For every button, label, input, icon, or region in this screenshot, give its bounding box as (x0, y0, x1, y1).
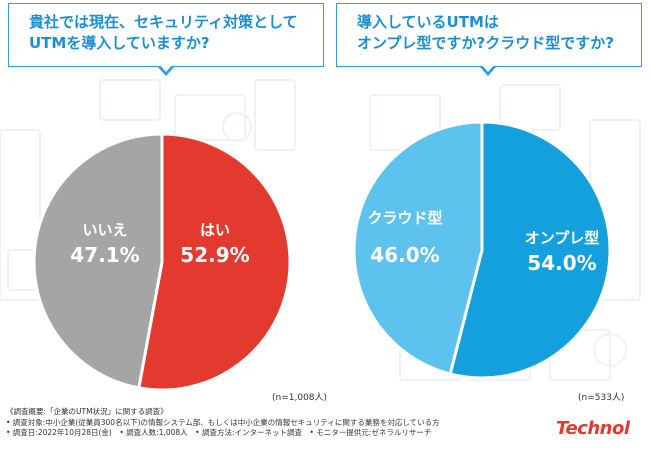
slice-value-2-2: 46.0% (370, 243, 439, 267)
slice-label-1-2: いいえ (82, 221, 127, 239)
sample-size-1: (n=1,008人) (272, 393, 328, 403)
pie-slice-1-2 (32, 132, 164, 390)
footer-line-1: 《調査概要:「企業のUTM状況」に関する調査》 (6, 407, 168, 416)
speech-tail (157, 64, 175, 76)
question-box-1: 貴社では現在、セキュリティ対策として UTMを導入していますか? (8, 3, 324, 76)
question-1-line-2: UTMを導入していますか? (29, 34, 210, 52)
footer-line-2: • 調査対象:中小企業(従業員300名以下)の情報システム部、もしくは中小企業の… (6, 417, 440, 427)
slice-value-1-1: 52.9% (180, 243, 249, 267)
pie-slice-1-1 (137, 132, 292, 392)
question-2-line-2: オンプレ型ですか?クラウド型ですか? (357, 34, 614, 52)
question-box-2: 導入しているUTMは オンプレ型ですか?クラウド型ですか? (336, 3, 642, 76)
slice-value-2-1: 54.0% (527, 251, 596, 275)
slice-label-2-2: クラウド型 (367, 209, 442, 227)
slice-label-1-1: はい (200, 221, 230, 239)
pie-slice-2-2 (352, 120, 484, 376)
slice-value-1-2: 47.1% (70, 243, 139, 267)
footer-line-3: • 調査日:2022年10月28日(金) • 調査人数:1,008人 • 調査方… (6, 428, 432, 437)
pie-slice-2-1 (448, 120, 612, 380)
question-1-line-1: 貴社では現在、セキュリティ対策として (29, 13, 298, 31)
slice-label-2-1: オンプレ型 (525, 229, 600, 247)
survey-footer: 《調査概要:「企業のUTM状況」に関する調査》 • 調査対象:中小企業(従業員3… (6, 407, 440, 439)
sample-size-2: (n=533人) (578, 393, 625, 403)
speech-tail (479, 64, 497, 76)
question-2-line-1: 導入しているUTMは (357, 13, 499, 31)
technol-logo: Technol (556, 418, 630, 439)
